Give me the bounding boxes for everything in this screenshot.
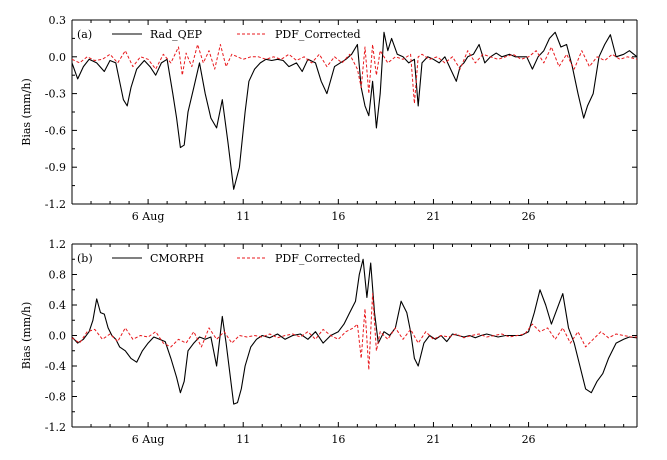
panel-a-y-tick-label-2: -0.3 [45, 88, 66, 101]
panel-b-y-axis-label: Bias (mm/h) [20, 302, 33, 370]
panel-b-y-tick-label-3: 0.0 [49, 330, 67, 343]
panel-b-x-tick-label-0: 6 Aug [132, 433, 165, 446]
panel-a: 0.3 0.0 -0.3 -0.6 -0.9 -1.2 6 Aug 11 16 21 26 Bia… [20, 14, 638, 223]
panel-b-label: (b) [77, 252, 93, 265]
panel-a-x-tick-label-4: 26 [522, 210, 536, 223]
panel-a-series-pdf-corrected-line [71, 44, 638, 104]
panel-b-x-tick-label-4: 26 [522, 433, 536, 446]
panel-a-label: (a) [77, 28, 92, 41]
panel-b-legend: CMORPH PDF_Corrected [112, 252, 361, 265]
panel-b-y-tick-label-6: -1.2 [45, 421, 66, 434]
panel-b-y-tick-label-1: 0.8 [49, 269, 67, 282]
panel-a-x-tick-label-3: 21 [426, 210, 440, 223]
panel-a-legend: Rad_QEP PDF_Corrected [112, 28, 361, 41]
panel-a-y-tick-label-3: -0.6 [45, 124, 66, 137]
panel-a-x-tick-label-2: 16 [331, 210, 345, 223]
panel-a-y-ticks: 0.3 0.0 -0.3 -0.6 -0.9 -1.2 [45, 14, 637, 211]
panel-b-legend-pdf-corrected-label: PDF_Corrected [275, 252, 361, 265]
panel-a-series-rad-qep-line [71, 31, 638, 190]
panel-a-y-tick-label-5: -1.2 [45, 198, 66, 211]
panel-a-x-ticks: 6 Aug 11 16 21 26 [71, 20, 625, 223]
panel-a-y-tick-label-4: -0.9 [45, 161, 66, 174]
panel-b-y-tick-label-4: -0.4 [45, 360, 66, 373]
panel-b-y-tick-label-0: 1.2 [49, 238, 67, 251]
panel-a-y-tick-label-0: 0.3 [49, 14, 67, 27]
panel-b-x-ticks: 6 Aug 11 16 21 26 [71, 244, 625, 446]
panel-a-legend-pdf-corrected-label: PDF_Corrected [275, 28, 361, 41]
panel-b-x-tick-label-3: 21 [426, 433, 440, 446]
panel-b-x-tick-label-2: 16 [331, 433, 345, 446]
panel-b-x-tick-label-1: 11 [236, 433, 250, 446]
panel-a-series [71, 31, 638, 190]
panel-a-y-tick-label-1: 0.0 [49, 51, 67, 64]
panel-a-y-axis-label: Bias (mm/h) [20, 78, 33, 146]
panel-b-legend-cmorph-label: CMORPH [150, 252, 204, 265]
panel-b-y-tick-label-5: -0.8 [45, 391, 66, 404]
panel-b: 1.2 0.8 0.4 0.0 -0.4 -0.8 -1.2 6 Aug 11 16 21 26 B… [20, 238, 638, 446]
panel-b-series-cmorph-line [71, 258, 638, 405]
panel-a-legend-rad-qep-label: Rad_QEP [150, 28, 203, 41]
panel-b-y-ticks: 1.2 0.8 0.4 0.0 -0.4 -0.8 -1.2 [45, 238, 637, 434]
panel-b-series-pdf-corrected-line [71, 293, 637, 371]
panel-a-x-tick-label-1: 11 [236, 210, 250, 223]
panel-b-series [71, 258, 638, 405]
panel-b-y-tick-label-2: 0.4 [49, 299, 67, 312]
panel-a-x-tick-label-0: 6 Aug [132, 210, 165, 223]
